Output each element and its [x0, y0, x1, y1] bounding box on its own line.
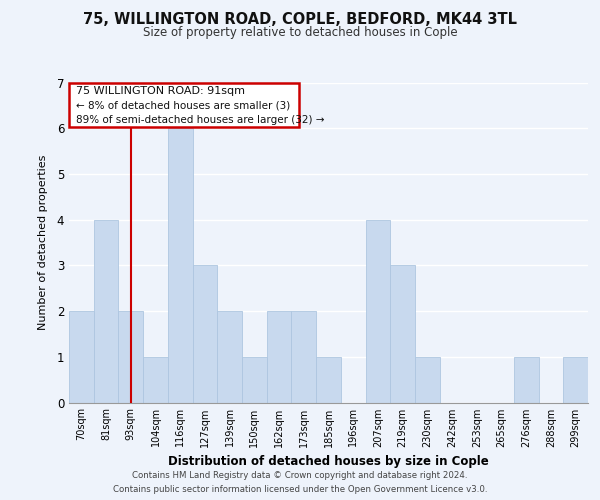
X-axis label: Distribution of detached houses by size in Cople: Distribution of detached houses by size …	[168, 455, 489, 468]
Bar	[118, 311, 143, 402]
Text: Size of property relative to detached houses in Cople: Size of property relative to detached ho…	[143, 26, 457, 39]
Text: Contains HM Land Registry data © Crown copyright and database right 2024.: Contains HM Land Registry data © Crown c…	[132, 472, 468, 480]
FancyBboxPatch shape	[70, 82, 299, 128]
Bar	[365, 220, 390, 402]
Bar	[316, 357, 341, 403]
Bar	[267, 311, 292, 402]
Bar	[390, 266, 415, 402]
Y-axis label: Number of detached properties: Number of detached properties	[38, 155, 49, 330]
Bar	[168, 128, 193, 402]
Text: Contains public sector information licensed under the Open Government Licence v3: Contains public sector information licen…	[113, 484, 487, 494]
Bar	[415, 357, 440, 403]
Text: 89% of semi-detached houses are larger (32) →: 89% of semi-detached houses are larger (…	[76, 116, 324, 126]
Bar	[217, 311, 242, 402]
Bar	[69, 311, 94, 402]
Bar	[514, 357, 539, 403]
Bar	[94, 220, 118, 402]
Bar	[563, 357, 588, 403]
Bar	[242, 357, 267, 403]
Bar	[143, 357, 168, 403]
Text: ← 8% of detached houses are smaller (3): ← 8% of detached houses are smaller (3)	[76, 101, 290, 111]
Text: 75, WILLINGTON ROAD, COPLE, BEDFORD, MK44 3TL: 75, WILLINGTON ROAD, COPLE, BEDFORD, MK4…	[83, 12, 517, 28]
Text: 75 WILLINGTON ROAD: 91sqm: 75 WILLINGTON ROAD: 91sqm	[76, 86, 245, 96]
Bar	[292, 311, 316, 402]
Bar	[193, 266, 217, 402]
